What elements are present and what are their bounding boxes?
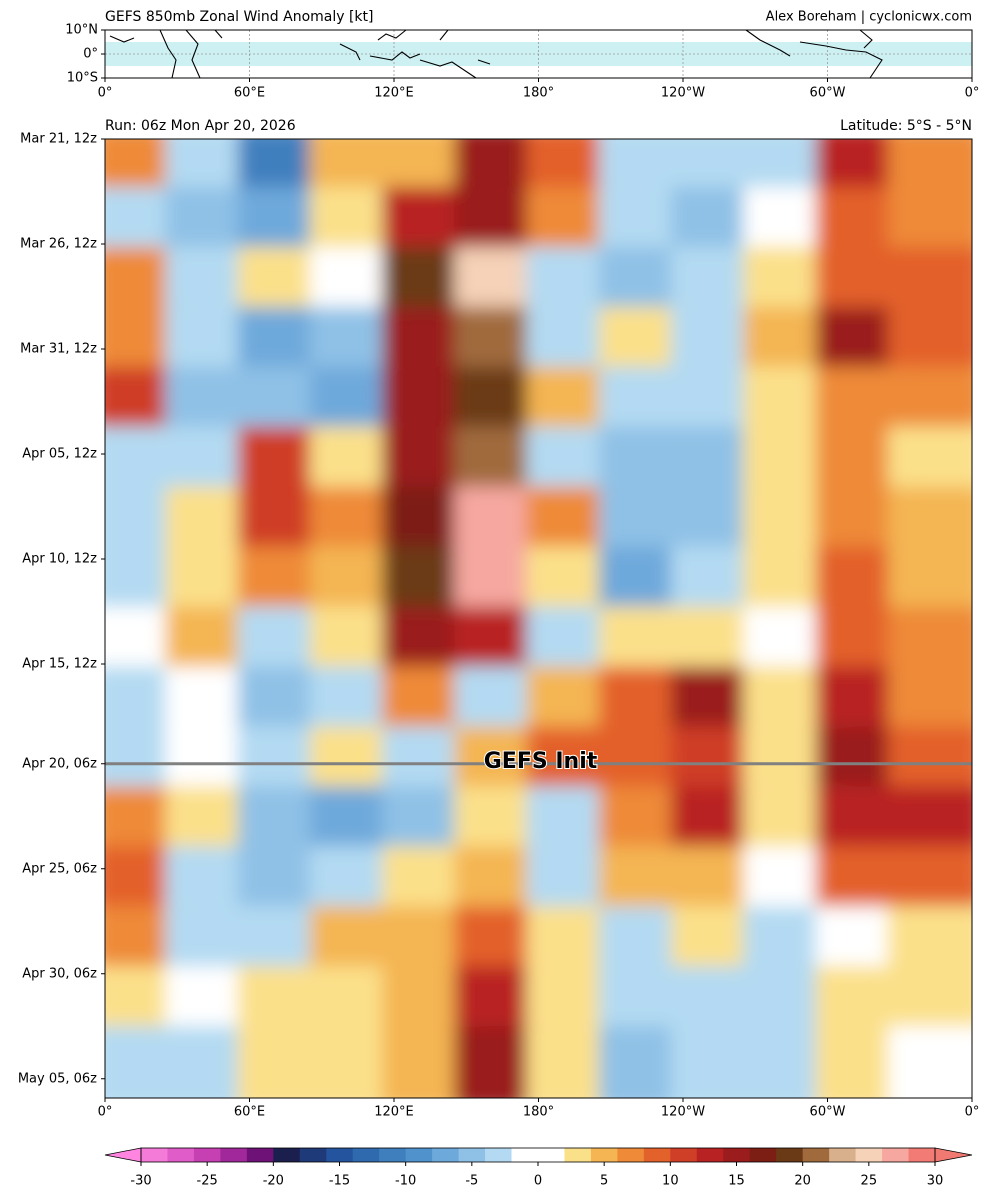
- colorbar-swatch: [829, 1148, 857, 1162]
- colorbar-swatch: [326, 1148, 354, 1162]
- x-tick-label: 0°: [98, 86, 113, 101]
- coastline: [419, 59, 477, 79]
- colorbar-swatch: [564, 1148, 592, 1162]
- colorbar-swatch: [167, 1148, 195, 1162]
- colorbar-swatch: [458, 1148, 486, 1162]
- x-tick-label: 60°W: [810, 1105, 846, 1120]
- colorbar-swatch: [670, 1148, 698, 1162]
- y-tick-label: 10°N: [65, 23, 98, 38]
- colorbar-extend-high: [934, 1147, 973, 1163]
- colorbar-swatch: [776, 1148, 804, 1162]
- x-tick-label: 120°E: [374, 1105, 414, 1120]
- x-tick-label: 60°E: [234, 86, 265, 101]
- y-tick-label: Apr 25, 06z: [22, 861, 97, 876]
- colorbar-swatch: [908, 1148, 936, 1162]
- colorbar-swatch: [511, 1148, 539, 1162]
- field: [105, 139, 972, 1098]
- coastline: [159, 29, 177, 79]
- x-tick-label: 120°E: [374, 86, 414, 101]
- colorbar-swatch: [246, 1148, 274, 1162]
- x-tick-label: 180°: [523, 86, 554, 101]
- colorbar-swatch: [723, 1148, 751, 1162]
- colorbar-swatch: [379, 1148, 407, 1162]
- colorbar-swatch: [220, 1148, 248, 1162]
- colorbar-swatch: [643, 1148, 671, 1162]
- coastline: [214, 29, 223, 39]
- y-tick-label: 0°: [83, 47, 98, 62]
- colorbar-swatch: [882, 1148, 910, 1162]
- colorbar-tick-label: 10: [662, 1174, 679, 1189]
- colorbar-tick-label: 15: [728, 1174, 745, 1189]
- colorbar-tick-label: 25: [861, 1174, 878, 1189]
- colorbar-tick-label: 0: [534, 1174, 542, 1189]
- colorbar-tick-label: -5: [465, 1174, 478, 1189]
- colorbar-swatch: [405, 1148, 433, 1162]
- plot-area: [105, 139, 972, 1098]
- y-tick-label: Apr 05, 12z: [22, 447, 97, 462]
- map-title: GEFS 850mb Zonal Wind Anomaly [kt]: [105, 9, 374, 25]
- cell: [887, 1026, 972, 1098]
- colorbar-tick-label: 30: [927, 1174, 944, 1189]
- colorbar-tick-label: 20: [794, 1174, 811, 1189]
- coastline: [745, 29, 791, 57]
- coastline: [185, 29, 201, 79]
- colorbar-tick-label: -10: [395, 1174, 416, 1189]
- colorbar-swatch: [802, 1148, 830, 1162]
- colorbar-tick-label: 5: [600, 1174, 608, 1189]
- colorbar-swatch: [193, 1148, 221, 1162]
- coastline: [339, 43, 361, 61]
- x-tick-label: 180°: [523, 1105, 554, 1120]
- colorbar-swatch: [696, 1148, 724, 1162]
- colorbar-swatch: [855, 1148, 883, 1162]
- y-tick-label: Apr 10, 12z: [22, 552, 97, 567]
- colorbar-swatch: [299, 1148, 327, 1162]
- plot-frame: [104, 138, 973, 1099]
- colorbar-tick-label: -15: [329, 1174, 350, 1189]
- colorbar-extend-low: [104, 1147, 142, 1163]
- y-tick-label: Mar 31, 12z: [20, 342, 97, 357]
- colorbar-swatch: [485, 1148, 513, 1162]
- latitude-subtitle: Latitude: 5°S - 5°N: [840, 118, 972, 134]
- y-tick-label: May 05, 06z: [18, 1071, 97, 1086]
- map-panel: 0° 60°E 120°E 180° 120°W 60°W 0°10°N0°10°S: [65, 23, 979, 101]
- colorbar-tick-label: -30: [130, 1174, 151, 1189]
- colorbar-swatch: [273, 1148, 301, 1162]
- coastline: [799, 41, 883, 79]
- y-tick-label: Mar 21, 12z: [20, 132, 97, 147]
- coastline: [369, 51, 421, 61]
- x-tick-label: 60°E: [234, 1105, 265, 1120]
- x-tick-label: 0°: [98, 1105, 113, 1120]
- coastline: [109, 35, 135, 43]
- colorbar-swatch: [590, 1148, 618, 1162]
- colorbar-swatch: [538, 1148, 565, 1162]
- y-tick-label: Apr 20, 06z: [22, 756, 97, 771]
- coastline: [859, 29, 873, 49]
- y-tick-label: 10°S: [67, 71, 98, 86]
- colorbar-swatch: [432, 1148, 460, 1162]
- colorbar-tick-label: -25: [197, 1174, 218, 1189]
- map-frame: [104, 29, 973, 79]
- init-label: GEFS Init: [484, 749, 598, 774]
- x-tick-label: 120°W: [661, 86, 705, 101]
- colorbar-swatch: [141, 1148, 168, 1162]
- run-title: Run: 06z Mon Apr 20, 2026: [105, 118, 296, 134]
- y-tick-label: Mar 26, 12z: [20, 237, 97, 252]
- coastline: [439, 29, 449, 41]
- colorbar-swatch: [352, 1148, 380, 1162]
- coastline: [377, 29, 407, 41]
- x-tick-label: 120°W: [661, 1105, 705, 1120]
- credit: Alex Boreham | cyclonicwx.com: [766, 10, 972, 25]
- y-tick-label: Apr 30, 06z: [22, 966, 97, 981]
- colorbar-swatch: [749, 1148, 777, 1162]
- coastline: [477, 59, 491, 65]
- overlays: 0° 60°E 120°E 180° 120°W 60°W 0° Mar 21, 12z Mar…: [18, 132, 980, 1189]
- x-tick-label: 0°: [965, 1105, 980, 1120]
- y-tick-label: Apr 15, 12z: [22, 657, 97, 672]
- x-tick-label: 60°W: [810, 86, 846, 101]
- colorbar-tick-label: -20: [263, 1174, 284, 1189]
- colorbar-swatch: [617, 1148, 645, 1162]
- x-tick-label: 0°: [965, 86, 980, 101]
